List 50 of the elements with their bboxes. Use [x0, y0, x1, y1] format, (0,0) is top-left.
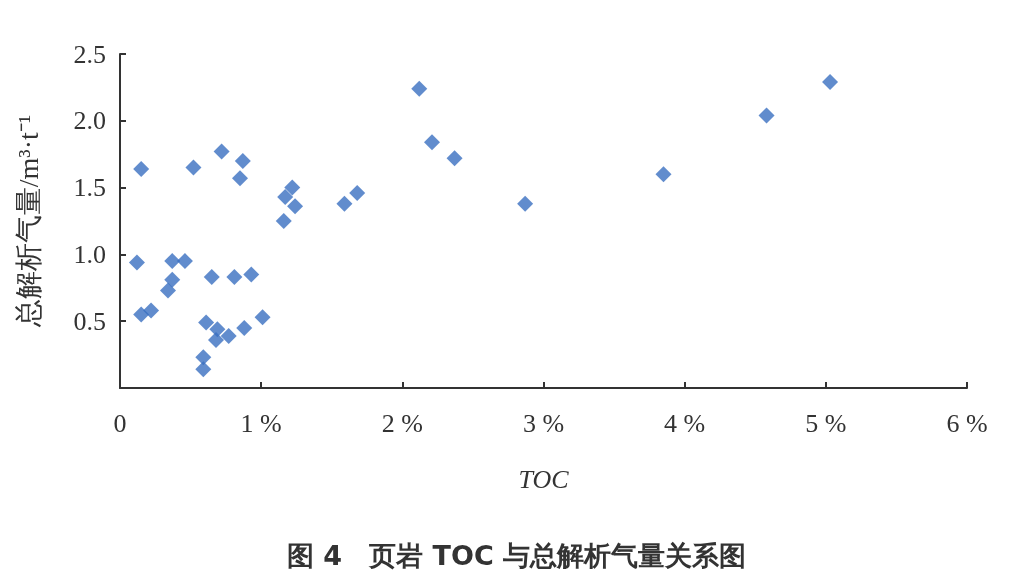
point [143, 302, 160, 319]
y-tick-label: 1.5 [73, 173, 106, 203]
point [517, 195, 534, 212]
point [236, 319, 253, 336]
point [195, 361, 212, 378]
y-axis-title: 总解析气量/m³·t⁻¹ [12, 114, 44, 329]
point [207, 331, 224, 348]
point [164, 253, 181, 270]
point [185, 159, 202, 176]
point [822, 74, 839, 91]
point [133, 160, 150, 177]
x-axis-title: TOC [518, 464, 570, 494]
point [220, 327, 237, 344]
point [133, 306, 150, 323]
point [254, 309, 271, 326]
point [287, 198, 304, 215]
point [203, 269, 220, 286]
x-tick-label: 1 % [240, 408, 282, 438]
x-tick-label: 2 % [381, 408, 423, 438]
y-tick-label: 2.5 [73, 39, 106, 69]
point [349, 184, 366, 201]
point [195, 349, 212, 366]
y-tick-label: 1.0 [73, 239, 106, 269]
y-tick-label: 2.0 [73, 106, 106, 136]
point [198, 314, 215, 331]
point [213, 143, 230, 160]
point [277, 188, 294, 205]
point [284, 179, 301, 196]
point [411, 80, 428, 97]
point [128, 254, 145, 271]
point [231, 170, 248, 187]
point [758, 107, 775, 124]
point [234, 152, 251, 169]
point [160, 282, 176, 299]
point [423, 134, 440, 151]
text: 图 4 页岩 TOC 与总解析气量关系图 [286, 540, 747, 571]
x-tick-label: 0 [113, 408, 127, 438]
x-tick-label: 3 % [522, 408, 565, 438]
x-tick-label: 5 % [805, 408, 847, 438]
point [275, 213, 292, 229]
x-tick-label: 4 % [664, 408, 706, 438]
point [446, 150, 463, 167]
point [336, 195, 353, 212]
x-tick-label: 6 % [946, 408, 988, 438]
point [655, 166, 672, 183]
point [176, 253, 193, 270]
point [243, 266, 260, 283]
point [226, 269, 243, 286]
y-tick-label: 0.5 [73, 306, 106, 336]
point [164, 271, 181, 288]
